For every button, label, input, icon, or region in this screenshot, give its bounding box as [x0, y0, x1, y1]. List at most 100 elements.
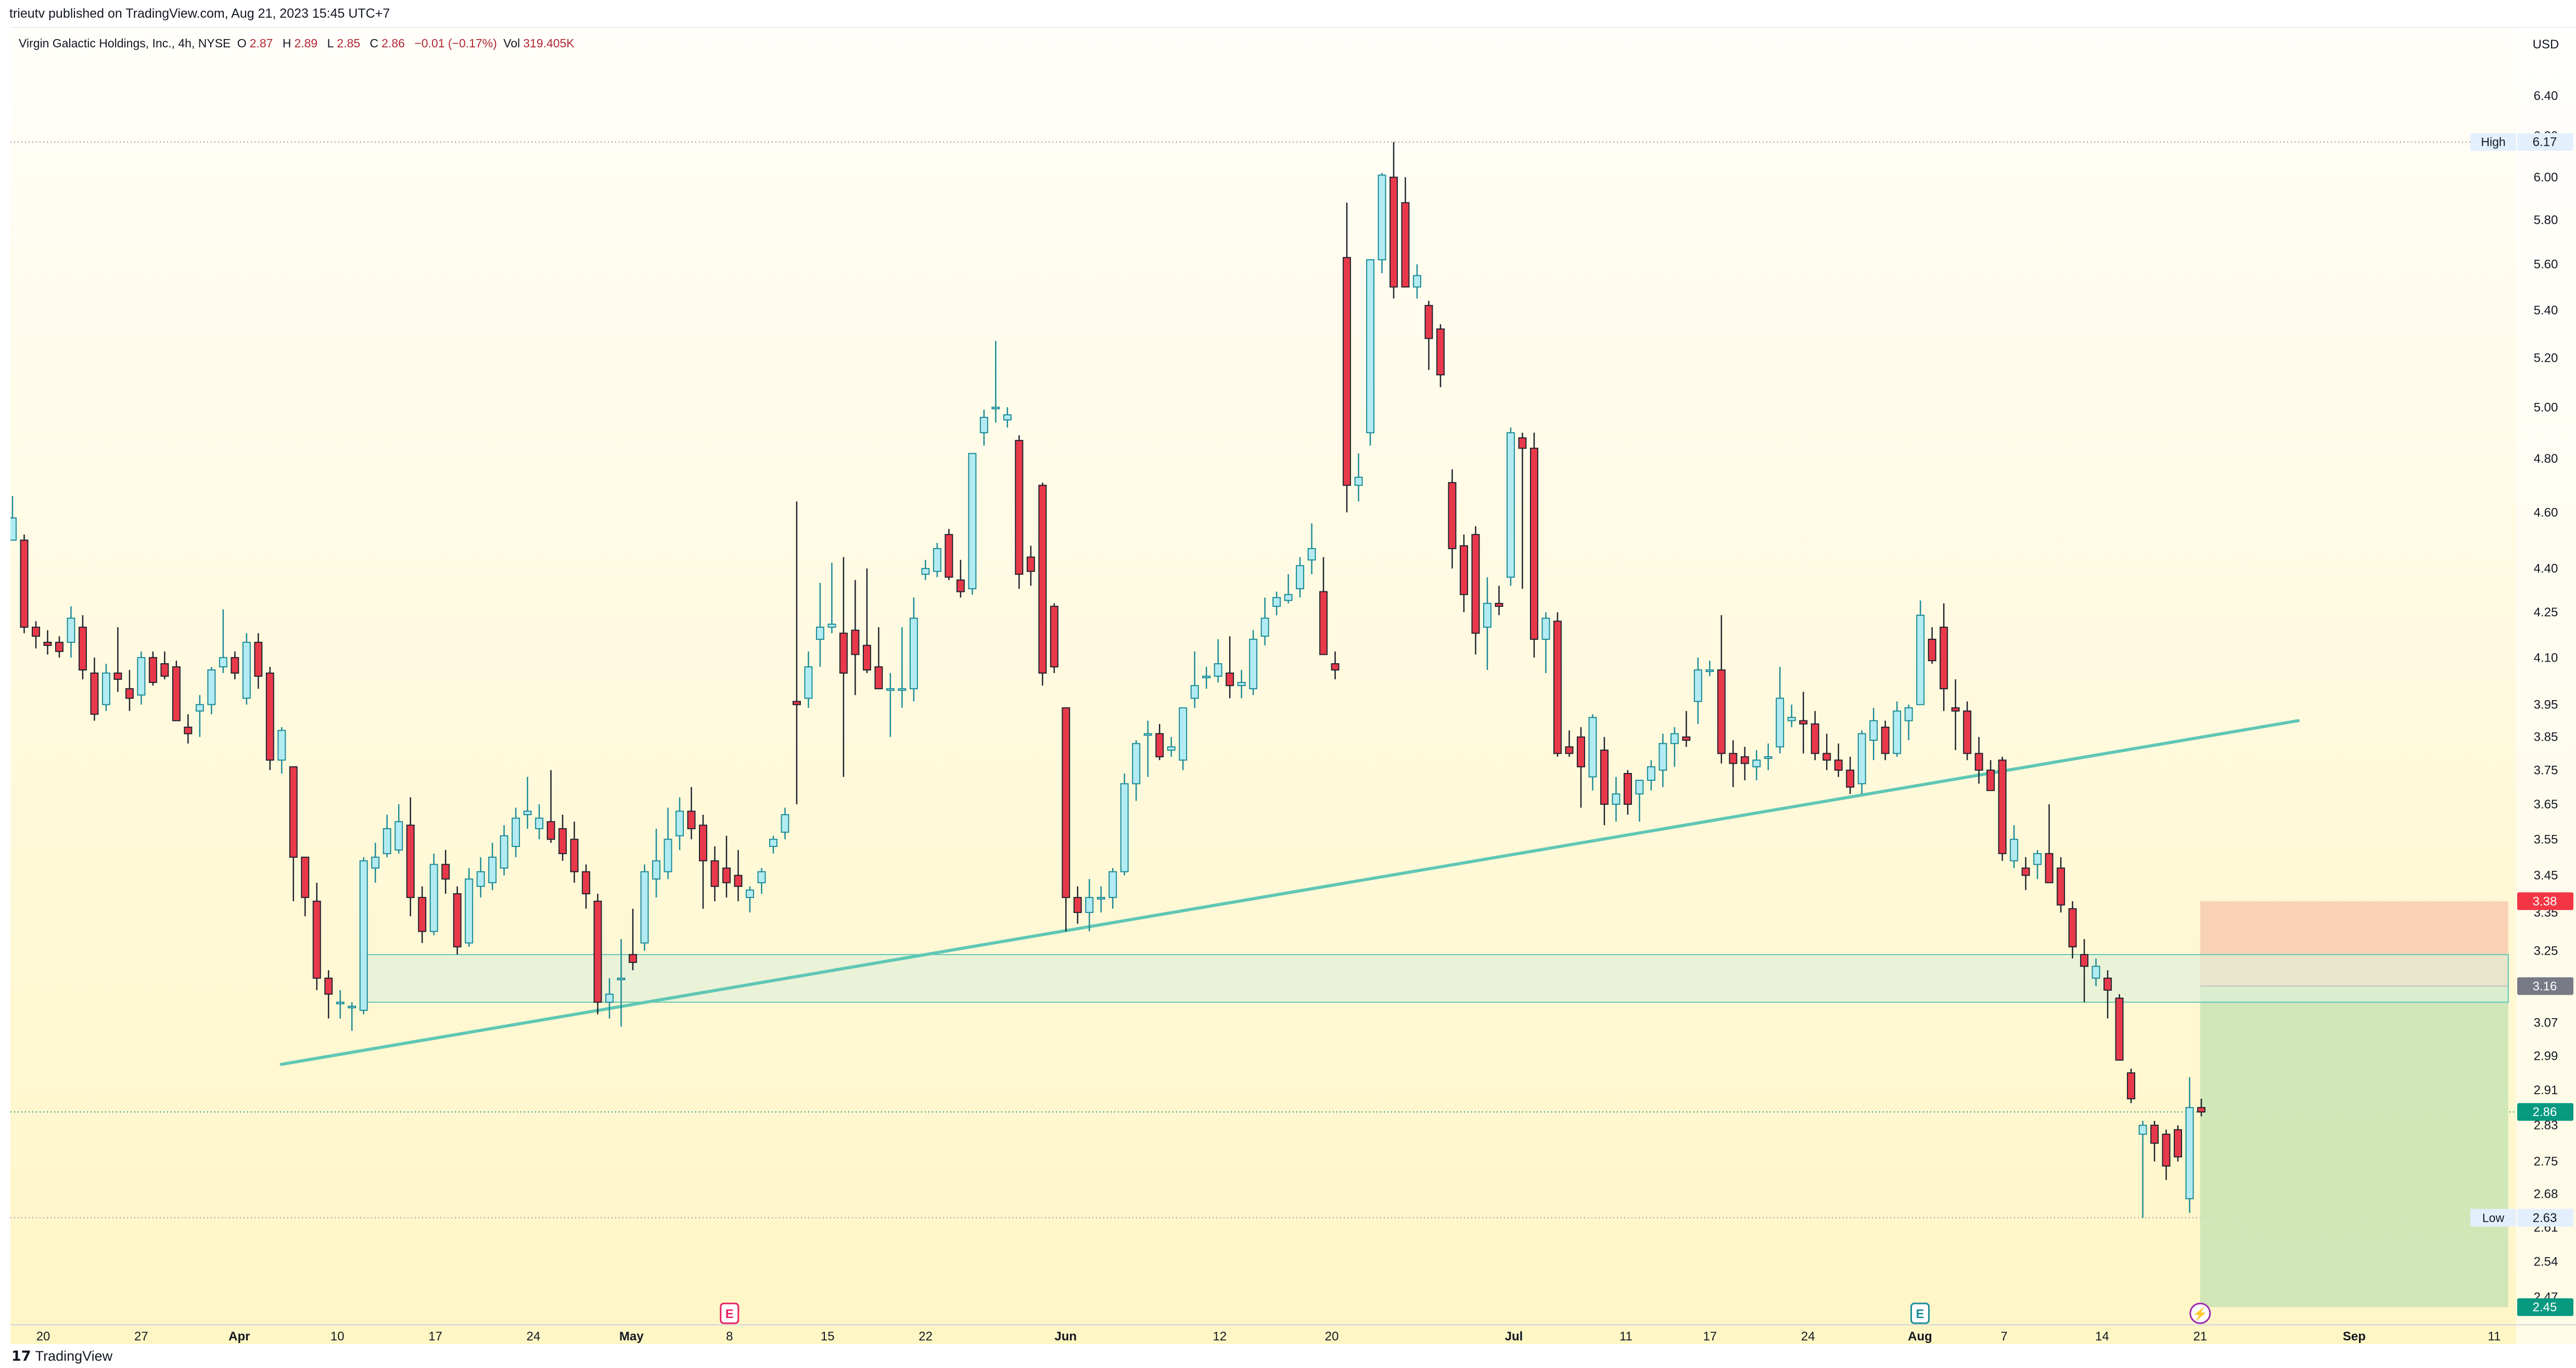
candle[interactable] [113, 627, 122, 692]
candle[interactable] [1846, 756, 1855, 794]
candle[interactable] [979, 410, 988, 446]
candle[interactable] [1155, 724, 1164, 761]
candle[interactable] [617, 939, 626, 1027]
candle[interactable] [2115, 994, 2124, 1061]
candle[interactable] [406, 797, 415, 917]
candle[interactable] [734, 850, 743, 902]
candle[interactable] [1495, 586, 1503, 615]
price-axis-panel[interactable] [2516, 28, 2576, 1345]
candle[interactable] [2045, 804, 2054, 883]
candle[interactable] [722, 835, 731, 898]
candle[interactable] [148, 651, 157, 686]
candle[interactable] [1378, 173, 1386, 274]
candle[interactable] [1776, 667, 1784, 754]
candle[interactable] [1951, 679, 1960, 751]
candle[interactable] [1202, 667, 1211, 689]
candle[interactable] [488, 843, 497, 890]
candle[interactable] [1331, 651, 1340, 680]
candle[interactable] [1787, 704, 1796, 727]
candle[interactable] [546, 770, 555, 843]
candle[interactable] [441, 850, 450, 894]
candle[interactable] [2185, 1077, 2194, 1213]
candle[interactable] [1810, 711, 1819, 761]
candle[interactable] [2080, 939, 2089, 1003]
candle[interactable] [862, 568, 871, 674]
candle[interactable] [815, 582, 824, 667]
candle[interactable] [312, 882, 321, 991]
candle[interactable] [1998, 756, 2007, 861]
candle[interactable] [570, 821, 579, 883]
candle[interactable] [277, 727, 286, 774]
candle[interactable] [605, 978, 614, 1019]
candle[interactable] [32, 621, 40, 649]
candle[interactable] [1167, 737, 1176, 757]
candle[interactable] [418, 886, 427, 943]
candle[interactable] [1647, 760, 1655, 791]
candle[interactable] [523, 777, 532, 829]
candle[interactable] [1179, 707, 1188, 770]
candle[interactable] [1940, 603, 1948, 711]
candle[interactable] [827, 563, 836, 634]
candle[interactable] [886, 673, 895, 737]
candle[interactable] [476, 857, 485, 898]
candle[interactable] [1003, 407, 1012, 428]
candle[interactable] [195, 695, 204, 737]
candle[interactable] [640, 864, 649, 951]
candle[interactable] [371, 843, 380, 883]
support-zone[interactable] [365, 954, 2509, 1003]
candle[interactable] [55, 636, 63, 658]
candle[interactable] [558, 815, 567, 861]
candle[interactable] [710, 846, 719, 902]
candle[interactable] [1343, 202, 1351, 513]
candle[interactable] [465, 868, 474, 947]
candle[interactable] [1857, 730, 1866, 794]
candle[interactable] [2033, 850, 2042, 879]
candle[interactable] [804, 651, 813, 708]
candle[interactable] [2068, 901, 2077, 959]
candle[interactable] [1576, 727, 1585, 808]
candle[interactable] [1623, 770, 1632, 815]
candle[interactable] [1050, 603, 1059, 674]
candle[interactable] [909, 597, 918, 702]
candle[interactable] [1904, 704, 1913, 741]
candle[interactable] [593, 893, 602, 1015]
candle[interactable] [1799, 692, 1808, 754]
candle[interactable] [2103, 970, 2112, 1019]
candle[interactable] [1073, 886, 1082, 924]
candle[interactable] [1026, 546, 1035, 586]
candle[interactable] [921, 560, 930, 580]
candle[interactable] [231, 651, 239, 680]
candle[interactable] [254, 633, 263, 689]
candle[interactable] [2138, 1121, 2147, 1218]
candle[interactable] [453, 886, 462, 955]
candle[interactable] [945, 529, 953, 580]
candle[interactable] [336, 990, 345, 1019]
candle[interactable] [1764, 743, 1772, 770]
candle[interactable] [1600, 737, 1609, 826]
candle[interactable] [10, 496, 17, 541]
candle[interactable] [1483, 577, 1491, 670]
candle[interactable] [687, 787, 696, 840]
candle[interactable] [1635, 779, 1644, 822]
candle[interactable] [1085, 879, 1094, 932]
candle[interactable] [1062, 707, 1070, 932]
candle[interactable] [2162, 1130, 2171, 1180]
candle[interactable] [207, 667, 216, 715]
candle[interactable] [394, 804, 403, 854]
candle[interactable] [1612, 777, 1621, 822]
candle[interactable] [1963, 701, 1972, 761]
candle[interactable] [898, 627, 907, 708]
candle[interactable] [652, 828, 661, 898]
candle[interactable] [67, 606, 75, 658]
candle[interactable] [1284, 574, 1293, 604]
candle[interactable] [699, 815, 707, 909]
tradingview-logo[interactable]: 𝟭𝟳 TradingView [11, 1348, 112, 1364]
candle[interactable] [289, 766, 298, 902]
candle[interactable] [757, 868, 766, 894]
candle[interactable] [839, 557, 848, 777]
candle[interactable] [1319, 557, 1328, 655]
candle[interactable] [382, 815, 391, 857]
candle[interactable] [1507, 427, 1515, 586]
candle[interactable] [2010, 825, 2019, 868]
candle[interactable] [1366, 259, 1375, 446]
